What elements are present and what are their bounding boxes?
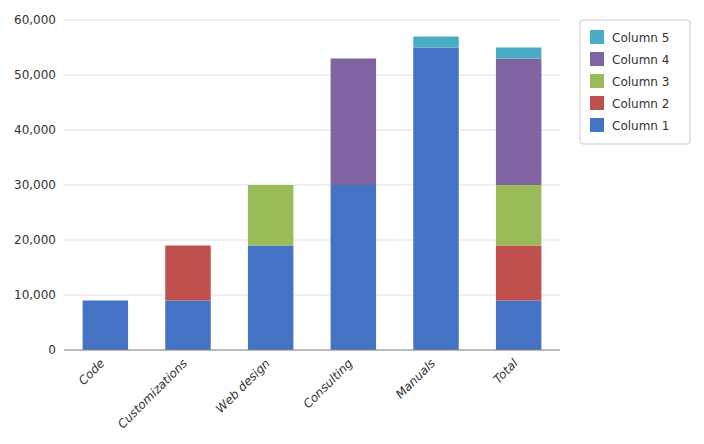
legend-label: Column 3 xyxy=(612,75,669,89)
bar-segment xyxy=(83,300,128,301)
legend-swatch xyxy=(590,96,604,110)
bar-segment xyxy=(83,301,128,351)
bar-segment xyxy=(248,185,293,246)
grid-line xyxy=(64,350,560,351)
bar-segment xyxy=(165,301,210,351)
y-axis: 0 10,000 20,000 30,000 40,000 50,000 60,000 xyxy=(14,13,56,357)
y-tick-label: 30,000 xyxy=(14,178,56,192)
grid xyxy=(64,20,560,350)
x-tick-label: Manuals xyxy=(393,356,438,401)
x-axis-line xyxy=(64,350,560,351)
bar-segment xyxy=(248,246,293,351)
y-tick-label: 50,000 xyxy=(14,68,56,82)
y-tick-label: 40,000 xyxy=(14,123,56,137)
grid-line xyxy=(64,75,560,76)
grid-line xyxy=(64,185,560,186)
bar-segment xyxy=(248,185,293,186)
bar-segment xyxy=(248,185,293,186)
x-tick-label: Web design xyxy=(213,356,273,416)
legend: Column 5 Column 4 Column 3 Column 2 Column 1 xyxy=(580,20,690,144)
bar-segment xyxy=(496,48,541,59)
bar-segment xyxy=(496,59,541,186)
x-tick-label: Code xyxy=(76,356,108,388)
y-tick-label: 60,000 xyxy=(14,13,56,27)
legend-swatch xyxy=(590,74,604,88)
legend-label: Column 2 xyxy=(612,97,669,111)
bar-segment xyxy=(165,245,210,246)
x-tick-label: Total xyxy=(491,356,522,387)
legend-label: Column 4 xyxy=(612,53,669,67)
legend-frame xyxy=(580,20,690,144)
bars xyxy=(83,37,542,351)
bar-segment xyxy=(331,58,376,59)
legend-swatch xyxy=(590,118,604,132)
x-axis: CodeCustomizations Web design Consulting Ma… xyxy=(64,350,560,431)
legend-swatch xyxy=(590,52,604,66)
grid-line xyxy=(64,20,560,21)
bar-segment xyxy=(83,300,128,301)
bar-segment xyxy=(413,48,458,351)
y-tick-label: 20,000 xyxy=(14,233,56,247)
legend-swatch xyxy=(590,30,604,44)
grid-line xyxy=(64,130,560,131)
bar-segment xyxy=(165,246,210,301)
chart-container: 0 10,000 20,000 30,000 40,000 50,000 60,000 Cod… xyxy=(0,0,704,444)
y-tick-label: 0 xyxy=(48,343,56,357)
bar-segment xyxy=(496,185,541,246)
bar-segment xyxy=(331,185,376,350)
bar-segment xyxy=(496,246,541,301)
chart: 0 10,000 20,000 30,000 40,000 50,000 60,000 Cod… xyxy=(0,0,704,444)
legend-label: Column 5 xyxy=(612,31,669,45)
x-tick-label: Customizations xyxy=(115,356,190,431)
grid-line xyxy=(64,295,560,296)
bar-segment xyxy=(83,300,128,301)
x-tick-label: Consulting xyxy=(300,356,355,411)
bar-segment xyxy=(413,37,458,48)
y-tick-label: 10,000 xyxy=(14,288,56,302)
bar-segment xyxy=(331,59,376,186)
bar-segment xyxy=(165,245,210,246)
bar-segment xyxy=(165,245,210,246)
bar-segment xyxy=(83,300,128,301)
bar-segment xyxy=(496,301,541,351)
grid-line xyxy=(64,240,560,241)
legend-label: Column 1 xyxy=(612,119,669,133)
